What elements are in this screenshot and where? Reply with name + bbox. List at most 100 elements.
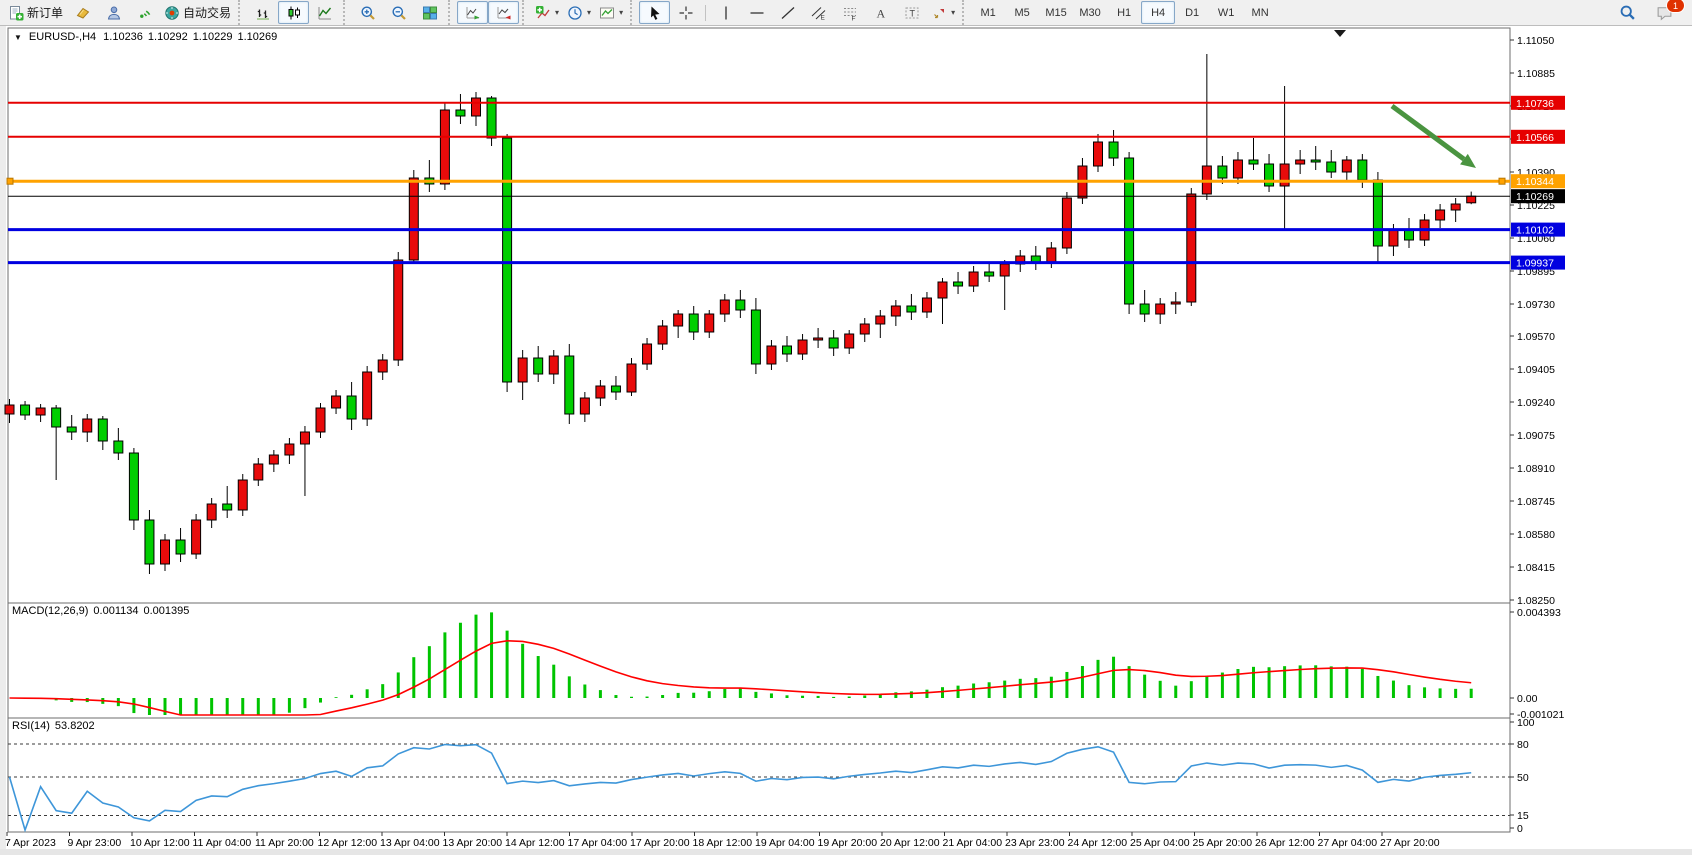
text-label-button[interactable]: T [896, 1, 927, 24]
horizontal-line-button[interactable] [741, 1, 772, 24]
crosshair-button[interactable] [670, 1, 701, 24]
line-anchor-handle[interactable] [1498, 177, 1506, 185]
timeframe-m15[interactable]: M15 [1045, 6, 1067, 19]
price-badge [1511, 189, 1565, 204]
macd-name: MACD(12,26,9) [12, 605, 89, 617]
svg-text:1.08250: 1.08250 [1517, 595, 1555, 607]
svg-text:E: E [820, 14, 825, 21]
rsi-value: 53.8202 [54, 720, 95, 732]
timeframe-m30[interactable]: M30 [1079, 6, 1101, 19]
indicators-button[interactable]: ▾ [531, 1, 563, 24]
svg-text:F: F [851, 15, 855, 21]
navigator-button[interactable] [98, 1, 129, 24]
svg-text:1.08910: 1.08910 [1517, 463, 1555, 475]
candlestick-chart-button[interactable] [278, 1, 310, 24]
notification-badge: 1 [1666, 0, 1685, 13]
svg-text:0: 0 [1517, 823, 1523, 835]
trendline-button[interactable] [772, 1, 803, 24]
rsi-panel[interactable] [7, 717, 1511, 833]
price-badge [1511, 129, 1565, 144]
time-label: 18 Apr 12:00 [693, 837, 753, 849]
time-label: 19 Apr 20:00 [818, 837, 878, 849]
time-label: 25 Apr 20:00 [1193, 837, 1253, 849]
svg-text:15: 15 [1517, 810, 1529, 822]
line-chart-button[interactable] [309, 1, 340, 24]
macd-label: MACD(12,26,9) 0.001134 0.001395 [12, 605, 189, 617]
timeframe-d1[interactable]: D1 [1185, 6, 1200, 19]
svg-text:1.09075: 1.09075 [1517, 430, 1555, 442]
periods-button[interactable]: ▾ [563, 1, 595, 24]
auto-trading-label: 自动交易 [183, 6, 232, 20]
timeframe-mn[interactable]: MN [1251, 6, 1269, 19]
equidistant-channel-button[interactable]: E [803, 1, 834, 24]
market-watch-button[interactable] [67, 1, 98, 24]
down-arrow-annotation[interactable] [1390, 103, 1466, 162]
fibonacci-button[interactable]: F [834, 1, 865, 24]
time-label: 11 Apr 04:00 [193, 837, 252, 849]
auto-trading-icon [164, 5, 180, 21]
auto-scroll-button[interactable] [457, 1, 489, 24]
trendline-icon [780, 5, 796, 21]
vertical-line-icon [718, 5, 734, 21]
svg-text:1.10269: 1.10269 [1516, 191, 1554, 203]
ohlc-open: 1.10236 [103, 31, 143, 43]
timeframe-m5[interactable]: M5 [1014, 6, 1030, 19]
chart-shift-button[interactable] [488, 1, 520, 24]
bar-chart-button[interactable] [247, 1, 278, 24]
standard-group: 新订单 自动交易 [0, 0, 238, 25]
svg-text:-0.001021: -0.001021 [1517, 709, 1564, 721]
arrows-button[interactable]: ▾ [927, 1, 959, 24]
chart-symbol-period: EURUSD-,H4 [28, 31, 97, 43]
chevron-down-icon[interactable]: ▾ [951, 8, 956, 17]
macd-signal-line [9, 640, 1472, 716]
svg-text:1.08580: 1.08580 [1517, 529, 1555, 541]
rsi-name: RSI(14) [12, 720, 50, 732]
time-label: 17 Apr 04:00 [568, 837, 628, 849]
chart-dropdown-icon[interactable]: ▼ [14, 32, 22, 42]
templates-button[interactable]: ▾ [595, 1, 627, 24]
chevron-down-icon[interactable]: ▾ [555, 8, 560, 17]
timeframe-h4[interactable]: H4 [1141, 1, 1176, 24]
time-label: 20 Apr 12:00 [880, 837, 940, 849]
chart-shift-marker[interactable] [1334, 30, 1346, 37]
price-badge [1511, 95, 1565, 110]
zoom-in-button[interactable] [352, 1, 383, 24]
line-anchor-handle[interactable] [6, 177, 14, 185]
svg-text:A: A [876, 6, 885, 20]
time-label: 25 Apr 04:00 [1130, 837, 1190, 849]
macd-histogram [23, 612, 1473, 715]
zoom-out-button[interactable] [383, 1, 414, 24]
timeframe-h1[interactable]: H1 [1117, 6, 1132, 19]
down-arrow-annotation-head[interactable] [1460, 153, 1476, 168]
macd-signal-value: 0.001395 [143, 605, 190, 617]
signals-icon [137, 5, 153, 21]
text-button[interactable]: A [865, 1, 896, 24]
price-badge [1511, 255, 1565, 270]
templates-icon [599, 5, 615, 21]
indicators-icon [535, 5, 551, 21]
fibonacci-icon: F [842, 5, 858, 21]
equidistant-channel-icon: E [811, 5, 827, 21]
price-axis[interactable] [1510, 39, 1514, 601]
svg-text:1.10736: 1.10736 [1516, 98, 1554, 110]
time-label: 9 Apr 23:00 [68, 837, 122, 849]
vertical-line-button[interactable] [710, 1, 741, 24]
rsi-label: RSI(14) 53.8202 [12, 720, 95, 732]
timeframe-w1[interactable]: W1 [1217, 6, 1235, 19]
notifications-button[interactable]: 1 [1649, 0, 1685, 24]
auto-trading-button[interactable]: 自动交易 [160, 1, 235, 24]
cursor-button[interactable] [639, 1, 671, 24]
timeframe-m1[interactable]: M1 [980, 6, 996, 19]
time-label: 17 Apr 20:00 [630, 837, 690, 849]
search-button[interactable] [1612, 1, 1643, 24]
svg-text:1.09937: 1.09937 [1516, 258, 1554, 270]
signals-button[interactable] [129, 1, 160, 24]
macd-panel[interactable] [7, 602, 1511, 719]
chevron-down-icon[interactable]: ▾ [619, 8, 624, 17]
new-order-button[interactable]: 新订单 [4, 1, 67, 24]
chevron-down-icon[interactable]: ▾ [587, 8, 592, 17]
time-label: 27 Apr 04:00 [1318, 837, 1378, 849]
tile-windows-button[interactable] [414, 1, 445, 24]
rsi-line [8, 743, 1472, 833]
